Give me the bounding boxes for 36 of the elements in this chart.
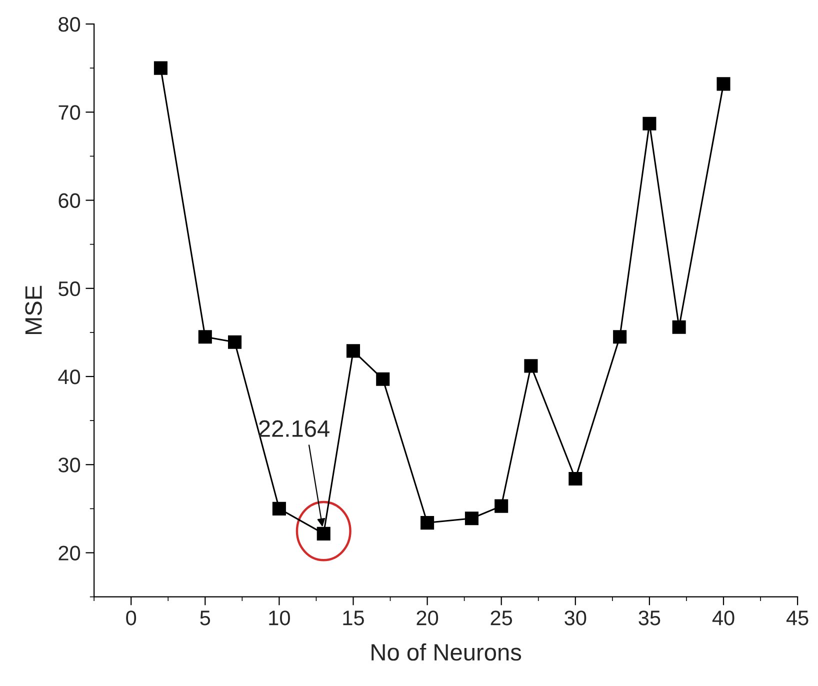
point bbox=[568, 472, 582, 486]
y-tick-label: 40 bbox=[58, 370, 80, 384]
point bbox=[154, 61, 168, 75]
point bbox=[420, 516, 434, 530]
y-axis-title: MSE bbox=[25, 286, 42, 334]
point bbox=[672, 320, 686, 334]
annotation: 22.164 bbox=[259, 420, 330, 437]
x-tick-label: 40 bbox=[712, 610, 734, 626]
x-tick-label: 5 bbox=[200, 610, 210, 626]
point bbox=[464, 512, 478, 526]
x-axis-title: No of Neurons bbox=[372, 643, 522, 661]
point bbox=[198, 330, 212, 344]
point bbox=[613, 330, 627, 344]
point bbox=[494, 499, 508, 513]
point bbox=[716, 77, 730, 91]
point bbox=[524, 359, 538, 373]
x-tick-label: 20 bbox=[416, 610, 438, 626]
point bbox=[642, 116, 656, 130]
point bbox=[376, 372, 390, 386]
x-tick-label: 35 bbox=[638, 610, 660, 626]
y-tick-label: 70 bbox=[58, 105, 80, 120]
x-tick-label: 0 bbox=[126, 610, 136, 626]
y-tick-label: 50 bbox=[58, 281, 80, 296]
y-tick-label: 80 bbox=[58, 17, 80, 32]
y-tick-label: 20 bbox=[58, 546, 80, 561]
x-tick-label: 15 bbox=[343, 610, 364, 626]
point bbox=[228, 335, 242, 349]
x-tick-label: 25 bbox=[490, 610, 512, 626]
point bbox=[346, 344, 360, 358]
x-tick-label: 10 bbox=[269, 610, 290, 626]
point bbox=[272, 502, 286, 516]
y-tick-label: 60 bbox=[58, 193, 80, 208]
point bbox=[316, 526, 330, 540]
y-tick-label: 30 bbox=[58, 458, 80, 472]
x-tick-label: 45 bbox=[786, 610, 808, 626]
x-tick-label: 30 bbox=[564, 610, 586, 626]
